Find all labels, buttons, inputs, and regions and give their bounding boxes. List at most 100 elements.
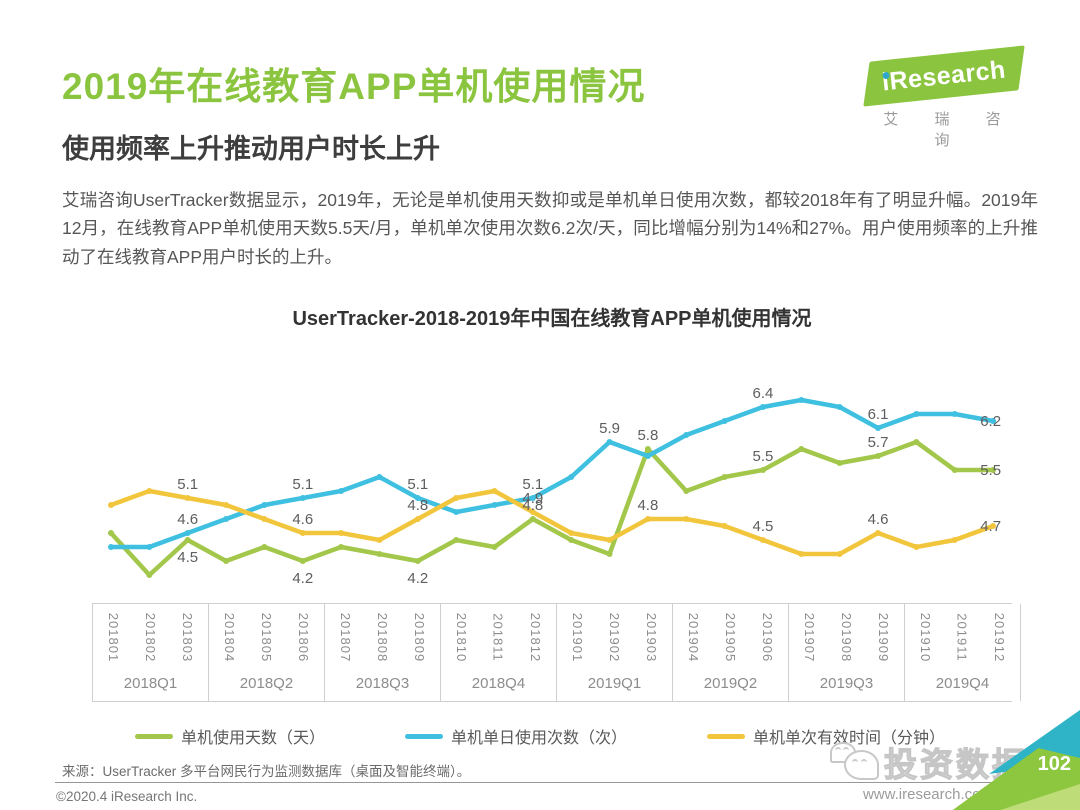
logo-chinese-name: 艾 瑞 咨 询 [883, 111, 1017, 149]
data-point [261, 544, 268, 550]
data-label: 4.5 [753, 518, 774, 535]
data-point [453, 495, 460, 501]
x-axis-month-label: 201804 [222, 612, 238, 662]
data-point [299, 495, 306, 501]
data-label: 4.5 [177, 549, 198, 566]
data-point [414, 495, 421, 501]
legend-line-icon [404, 733, 443, 739]
data-label: 4.6 [292, 511, 313, 528]
chart-legend: 单机使用天数（天） 单机单日使用次数（次） 单机单次有效时间（分钟） [0, 724, 1080, 748]
data-point [184, 495, 191, 501]
data-point [836, 404, 843, 410]
legend-line-icon [707, 733, 745, 739]
data-label: 5.1 [407, 476, 428, 493]
data-point [913, 411, 920, 417]
quarter-cell: 201910 201911 201912 2019Q4 [904, 604, 1021, 701]
data-label: 4.2 [292, 570, 313, 587]
x-axis-month-label: 201809 [412, 612, 428, 662]
legend-label: 单机单次有效时间（分钟） [753, 730, 946, 747]
data-point [568, 530, 575, 536]
x-axis-month-label: 201912 [992, 612, 1008, 662]
data-point [491, 502, 498, 508]
legend-item-1[interactable]: 单机单日使用次数（次） [404, 724, 627, 748]
quarter-cell: 201907 201908 201909 2019Q3 [788, 604, 904, 701]
data-point [529, 516, 536, 522]
data-point [299, 558, 306, 564]
data-point [875, 530, 881, 536]
data-label: 5.7 [868, 434, 889, 451]
data-label: 4.8 [522, 497, 543, 514]
legend-label: 单机单日使用次数（次） [450, 730, 627, 747]
data-point [759, 537, 766, 543]
x-axis-month-label: 201911 [955, 612, 971, 662]
data-point [338, 488, 345, 494]
data-point [721, 418, 728, 424]
data-point [568, 537, 575, 543]
data-point [798, 446, 805, 452]
x-axis: 201801 201802 201803 2018Q1 201804 201805 2018… [92, 603, 1021, 702]
data-point [644, 516, 651, 522]
data-point [875, 425, 881, 431]
quarter-cell: 201807 201808 201809 2018Q3 [324, 604, 440, 701]
data-label: 5.1 [177, 476, 198, 493]
data-point [529, 495, 536, 501]
data-label: 6.1 [868, 406, 889, 423]
data-point [453, 537, 460, 543]
x-axis-month-label: 201812 [528, 612, 544, 662]
data-label: 4.8 [637, 497, 658, 514]
data-point [683, 488, 690, 494]
quarter-cell: 201804 201805 201806 2018Q2 [208, 604, 324, 701]
x-axis-month-label: 201908 [839, 612, 855, 662]
data-label: 4.6 [177, 511, 198, 528]
data-label: 4.7 [980, 518, 1001, 535]
x-axis-month-label: 201910 [918, 612, 934, 662]
iresearch-logo: iResearch 艾 瑞 咨 询 [863, 45, 1025, 150]
data-point [683, 516, 690, 522]
x-axis-month-label: 201907 [802, 612, 818, 662]
quarter-cell: 201801 201802 201803 2018Q1 [92, 604, 208, 701]
data-point [798, 397, 805, 403]
data-point [721, 523, 728, 529]
page-title: 2019年在线教育APP单机使用情况 [62, 66, 646, 107]
x-axis-quarter-label: 2018Q4 [471, 675, 526, 692]
data-label: 5.1 [292, 476, 313, 493]
line-series-1 [108, 397, 996, 550]
x-axis-month-label: 201901 [570, 612, 586, 662]
data-label: 5.5 [980, 462, 1001, 479]
data-point [721, 474, 728, 480]
data-point [644, 453, 651, 459]
x-axis-quarter-label: 2019Q3 [819, 675, 874, 692]
logo-brand-text: iResearch [880, 55, 1008, 96]
data-point [529, 509, 536, 515]
copyright-text: ©2020.4 iResearch Inc. [56, 789, 198, 804]
data-label: 6.2 [980, 413, 1001, 430]
x-axis-quarter-label: 2019Q4 [935, 675, 990, 692]
data-label: 5.1 [522, 476, 543, 493]
x-axis-month-label: 201806 [296, 612, 312, 662]
data-point [414, 516, 421, 522]
quarter-cell: 201904 201905 201906 2019Q2 [672, 604, 788, 701]
data-point [759, 404, 766, 410]
data-point [146, 572, 153, 578]
data-point [261, 502, 268, 508]
data-point [951, 467, 958, 473]
data-point [798, 551, 805, 557]
data-point [376, 551, 383, 557]
legend-item-2[interactable]: 单机单次有效时间（分钟） [707, 724, 945, 748]
data-point [108, 544, 114, 550]
legend-item-0[interactable]: 单机使用天数（天） [134, 724, 325, 748]
x-axis-month-label: 201904 [686, 612, 702, 662]
data-point [990, 523, 997, 529]
line-series-0 [108, 439, 996, 578]
x-axis-month-label: 201811 [491, 612, 507, 662]
data-point [913, 439, 920, 445]
x-axis-month-label: 201807 [338, 612, 354, 662]
data-point [338, 530, 345, 536]
usage-line-chart: 4.5 4.2 4.2 4.8 5.8 5.5 5.7 5.5 4.6 5.1 5.1 5.1 5.9 6… [108, 385, 1001, 587]
source-note: 来源：UserTracker 多平台网民行为监测数据库（桌面及智能终端）。 [62, 764, 471, 779]
page-corner-decoration: 102 [950, 710, 1080, 810]
x-axis-month-label: 201903 [644, 612, 660, 662]
data-point [759, 467, 766, 473]
x-axis-month-label: 201802 [143, 612, 159, 662]
